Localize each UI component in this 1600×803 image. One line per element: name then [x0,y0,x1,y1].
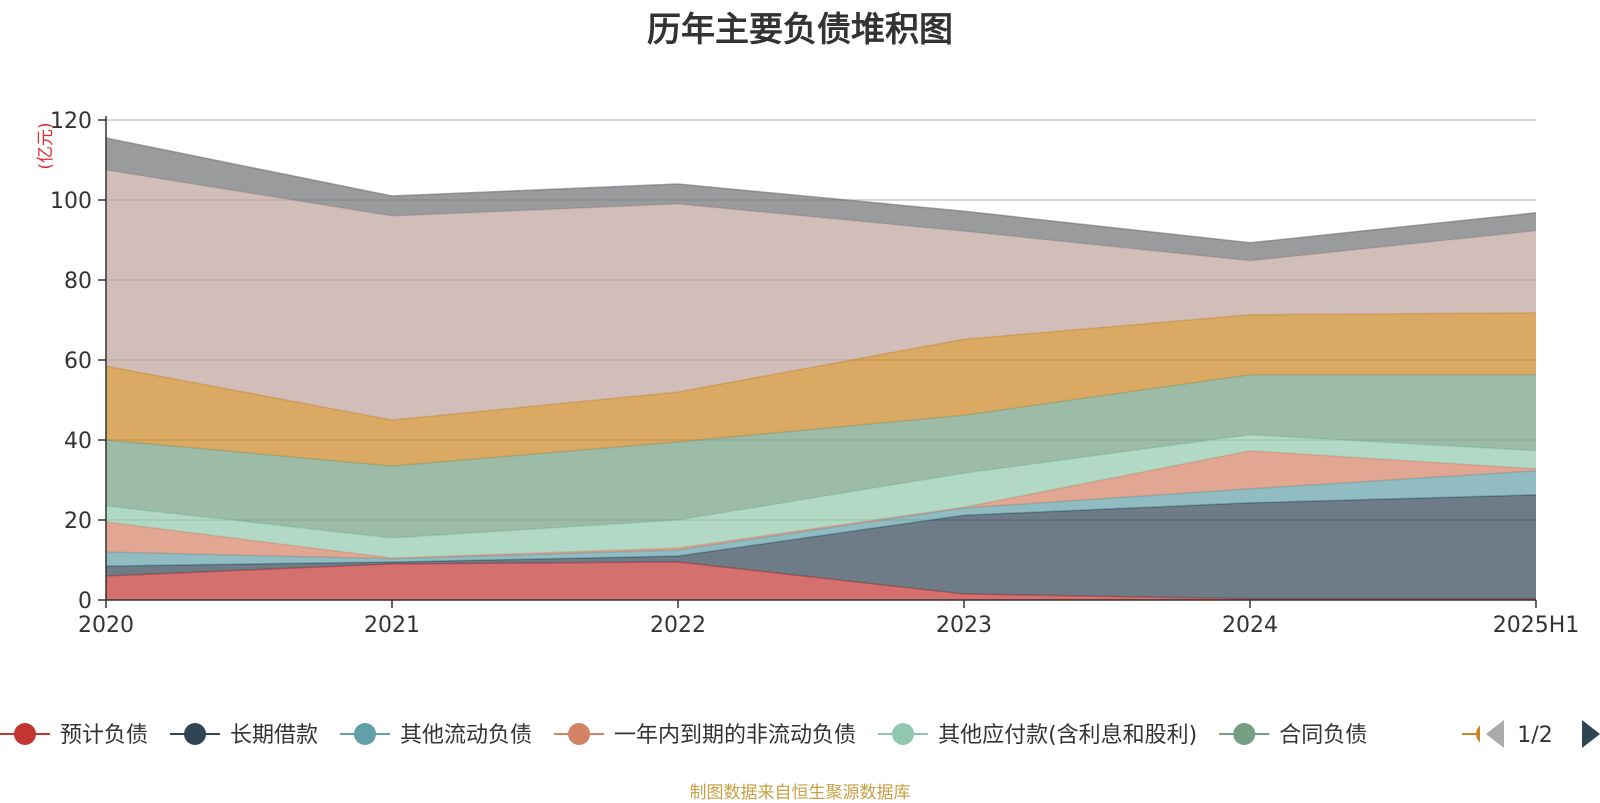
y-tick-label: 80 [64,269,92,294]
area-series [106,434,1536,558]
area-series [106,312,1536,466]
legend-label: 合同负债 [1279,723,1367,748]
legend-dot-marker [354,723,377,745]
y-tick-label: 40 [64,429,92,454]
legend-label: 其他应付款(含利息和股利) [938,723,1197,748]
x-tick-label: 2022 [650,613,706,638]
legend-dot-marker [1233,723,1256,745]
legend-dot-marker [14,723,36,745]
legend-dot-marker [1476,725,1480,743]
area-series [106,494,1536,599]
legend-item[interactable]: 长期借款 [170,723,318,748]
legend-item[interactable]: 其他应付款(含利息和股利) [878,723,1197,748]
chart-title: 历年主要负债堆积图 [647,10,953,50]
legend-item[interactable]: 合同负债 [1219,723,1367,748]
area-series [106,170,1536,420]
legend-dot-marker [568,723,591,745]
axes: 0 20 40 60 80 100 120 2020 2021 2022 2023 2024 2025H… [36,109,1579,638]
y-tick-label: 60 [64,349,92,374]
y-tick-label: 120 [50,109,92,134]
y-tick-label: 100 [50,189,92,214]
area-series [106,374,1536,538]
legend-prev-page-icon[interactable] [1486,720,1504,748]
area-series [106,138,1536,261]
legend-next-page-icon[interactable] [1582,720,1600,748]
area-series [106,450,1536,559]
legend-page-indicator: 1/2 [1517,723,1552,748]
y-tick-label: 0 [78,589,92,614]
x-tick-label: 2021 [364,613,420,638]
legend-label: 长期借款 [230,723,318,748]
area-series [106,470,1536,566]
x-tick-label: 2025H1 [1493,613,1580,638]
y-axis-label: (亿元) [36,122,56,169]
x-tick-label: 2024 [1222,613,1278,638]
legend-item[interactable]: 预计负债 [0,723,148,748]
area-series [106,562,1536,600]
y-tick-label: 20 [64,509,92,534]
legend-label: 其他流动负债 [400,723,532,748]
area-series-group [105,137,1537,600]
x-tick-label: 2020 [78,613,134,638]
x-tick-label: 2023 [936,613,992,638]
legend-item-partial[interactable] [1462,723,1512,745]
source-note: 制图数据来自恒生聚源数据库 [689,783,911,803]
legend: 预计负债 长期借款 其他流动负债 一年内到期的非流动负债 其他应付款(含利息和股利) 合同… [0,720,1600,748]
legend-label: 预计负债 [60,723,148,748]
legend-item[interactable]: 一年内到期的非流动负债 [554,723,856,748]
legend-item[interactable]: 其他流动负债 [340,723,532,748]
area-series-edge [105,137,1537,244]
legend-dot-marker [184,723,207,745]
legend-dot-marker [892,723,915,745]
legend-label: 一年内到期的非流动负债 [614,723,856,748]
